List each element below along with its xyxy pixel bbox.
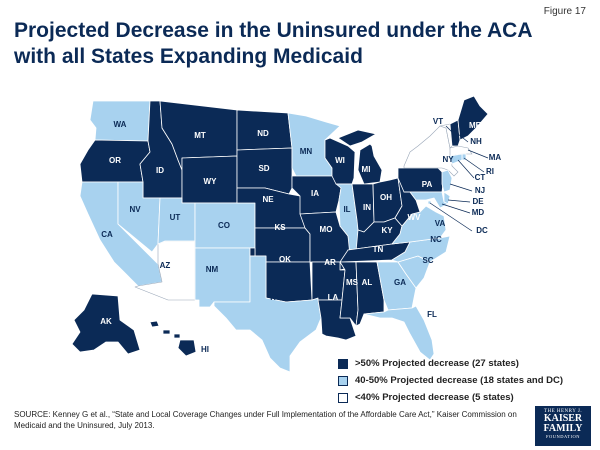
logo-line: KAISER xyxy=(543,413,583,424)
state-label-wv: WV xyxy=(408,213,422,222)
state-label-tn: TN xyxy=(373,245,384,254)
leader-line-nh xyxy=(457,133,469,143)
state-label-id: ID xyxy=(156,166,164,175)
legend-label: <40% Projected decrease (5 states) xyxy=(355,392,514,403)
state-label-sc: SC xyxy=(422,256,433,265)
state-label-ks: KS xyxy=(274,223,286,232)
state-label-wy: WY xyxy=(204,177,218,186)
state-nj xyxy=(441,169,453,193)
state-md xyxy=(403,191,449,209)
state-label-nd: ND xyxy=(257,129,269,138)
state-mi xyxy=(337,129,383,185)
leader-line-de xyxy=(447,199,471,203)
figure-label: Figure 17 xyxy=(543,6,586,17)
kaiser-logo: THE HENRY J. KAISER FAMILY FOUNDATION xyxy=(535,406,591,446)
state-label-mo: MO xyxy=(320,225,333,234)
legend-swatch-high xyxy=(338,358,348,369)
state-label-dc: DC xyxy=(476,226,488,235)
state-label-ok: OK xyxy=(279,255,291,264)
state-label-md: MD xyxy=(472,208,485,217)
state-label-az: AZ xyxy=(160,261,171,270)
state-ny xyxy=(403,125,459,177)
state-label-ga: GA xyxy=(394,278,406,287)
state-label-nj: NJ xyxy=(475,186,485,195)
state-label-il: IL xyxy=(343,205,350,214)
state-label-pa: PA xyxy=(422,180,433,189)
leader-line-ri xyxy=(463,157,485,173)
state-label-ri: RI xyxy=(486,167,494,176)
state-nm xyxy=(194,247,251,308)
source-note: SOURCE: Kenney G et al., “State and Loca… xyxy=(14,410,517,430)
state-label-hi: HI xyxy=(201,345,209,354)
leader-line-nj xyxy=(449,183,473,192)
state-label-nv: NV xyxy=(129,205,141,214)
state-label-nc: NC xyxy=(430,235,442,244)
leader-line-md xyxy=(441,203,471,214)
state-label-ak: AK xyxy=(100,317,112,326)
page-title: Projected Decrease in the Uninsured unde… xyxy=(14,19,532,68)
state-nh xyxy=(449,119,461,147)
logo-line: THE HENRY J. xyxy=(543,409,583,414)
state-tx xyxy=(213,255,322,373)
map-legend: >50% Projected decrease (27 states) 40-5… xyxy=(338,355,563,406)
state-label-ny: NY xyxy=(442,155,454,164)
legend-item-high: >50% Projected decrease (27 states) xyxy=(338,355,563,372)
state-label-de: DE xyxy=(472,197,484,206)
state-label-in: IN xyxy=(363,203,371,212)
legend-label: 40-50% Projected decrease (18 states and… xyxy=(355,375,564,386)
state-label-co: CO xyxy=(218,221,230,230)
state-label-va: VA xyxy=(435,219,446,228)
leader-line-ma xyxy=(467,149,489,159)
state-label-sd: SD xyxy=(258,164,269,173)
state-label-wa: WA xyxy=(114,120,127,129)
state-label-ca: CA xyxy=(101,230,113,239)
legend-label: >50% Projected decrease (27 states) xyxy=(355,358,519,369)
state-label-al: AL xyxy=(362,278,373,287)
state-label-wi: WI xyxy=(335,156,345,165)
state-label-fl: FL xyxy=(427,310,437,319)
state-label-or: OR xyxy=(109,156,121,165)
state-nc xyxy=(391,235,451,263)
logo-line: FAMILY xyxy=(543,423,583,434)
state-vt xyxy=(439,123,453,149)
logo-line: FOUNDATION xyxy=(546,434,580,439)
state-me xyxy=(457,95,489,141)
state-label-mi: MI xyxy=(362,165,371,174)
legend-swatch-mid xyxy=(338,375,348,386)
legend-item-low: <40% Projected decrease (5 states) xyxy=(338,389,563,406)
state-label-ar: AR xyxy=(324,258,336,267)
state-label-oh: OH xyxy=(380,193,392,202)
state-ct xyxy=(449,153,463,165)
legend-swatch-low xyxy=(338,392,348,403)
state-fl xyxy=(363,305,435,361)
state-label-mt: MT xyxy=(194,131,206,140)
state-label-tx: TX xyxy=(269,293,280,302)
state-label-mn: MN xyxy=(300,147,313,156)
state-label-la: LA xyxy=(328,293,339,302)
state-label-vt: VT xyxy=(433,117,443,126)
state-label-ky: KY xyxy=(381,226,393,235)
state-label-ms: MS xyxy=(346,278,359,287)
state-ak xyxy=(71,293,141,355)
legend-item-mid: 40-50% Projected decrease (18 states and… xyxy=(338,372,563,389)
state-label-nm: NM xyxy=(206,265,219,274)
state-label-ne: NE xyxy=(262,195,274,204)
state-label-ct: CT xyxy=(475,173,486,182)
leader-line-vt xyxy=(445,125,453,133)
state-label-me: ME xyxy=(469,121,482,130)
state-label-ma: MA xyxy=(489,153,502,162)
state-hi xyxy=(149,320,197,357)
leader-line-dc xyxy=(429,202,473,232)
state-label-ia: IA xyxy=(311,189,319,198)
leader-line-ct xyxy=(457,159,475,179)
state-label-ut: UT xyxy=(170,213,181,222)
state-label-nh: NH xyxy=(470,137,482,146)
